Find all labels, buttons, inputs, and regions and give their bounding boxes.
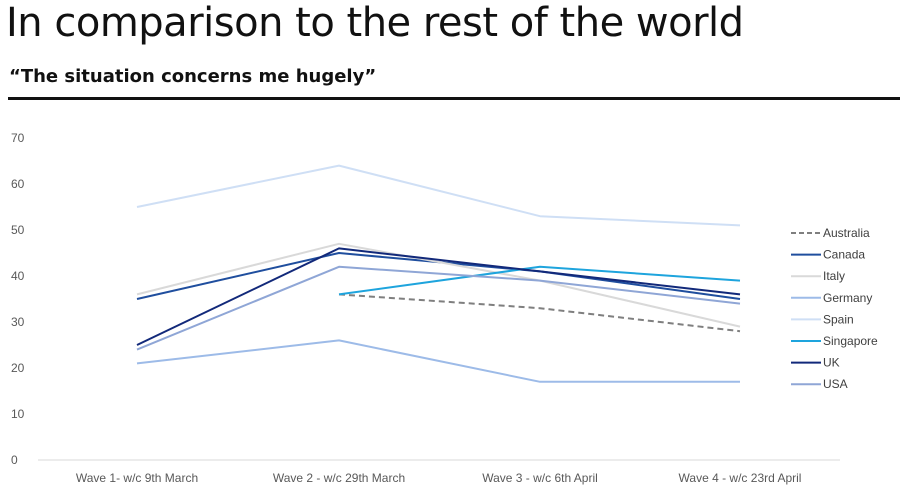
series-line-usa (136, 265, 741, 351)
x-tick-label: Wave 4 - w/c 23rd April (679, 471, 802, 485)
series-line-germany (136, 339, 740, 383)
series-line-singapore (338, 265, 741, 296)
legend-label-singapore: Singapore (823, 334, 878, 348)
series-line-australia (338, 293, 741, 333)
x-tick-label: Wave 2 - w/c 29th March (273, 471, 405, 485)
legend-label-germany: Germany (823, 291, 872, 305)
y-tick-label: 20 (11, 361, 25, 375)
series-line-italy (136, 242, 741, 328)
series-line-spain (136, 164, 741, 227)
x-tick-label: Wave 3 - w/c 6th April (482, 471, 598, 485)
title-divider (8, 97, 900, 100)
series-line-uk (136, 247, 741, 346)
legend-label-italy: Italy (823, 269, 845, 283)
page-title: In comparison to the rest of the world (6, 0, 744, 46)
y-tick-label: 10 (11, 407, 25, 421)
legend-label-uk: UK (823, 356, 840, 370)
y-tick-label: 30 (11, 315, 25, 329)
legend-label-australia: Australia (823, 226, 870, 240)
y-tick-label: 70 (11, 131, 25, 145)
legend-label-spain: Spain (823, 312, 854, 326)
y-tick-label: 0 (11, 453, 18, 467)
chart-subtitle: “The situation concerns me hugely” (9, 66, 377, 87)
y-tick-label: 60 (11, 177, 25, 191)
y-tick-label: 50 (11, 223, 25, 237)
legend-label-usa: USA (823, 377, 848, 391)
y-tick-label: 40 (11, 269, 25, 283)
legend-label-canada: Canada (823, 248, 865, 262)
x-tick-label: Wave 1- w/c 9th March (76, 471, 198, 485)
